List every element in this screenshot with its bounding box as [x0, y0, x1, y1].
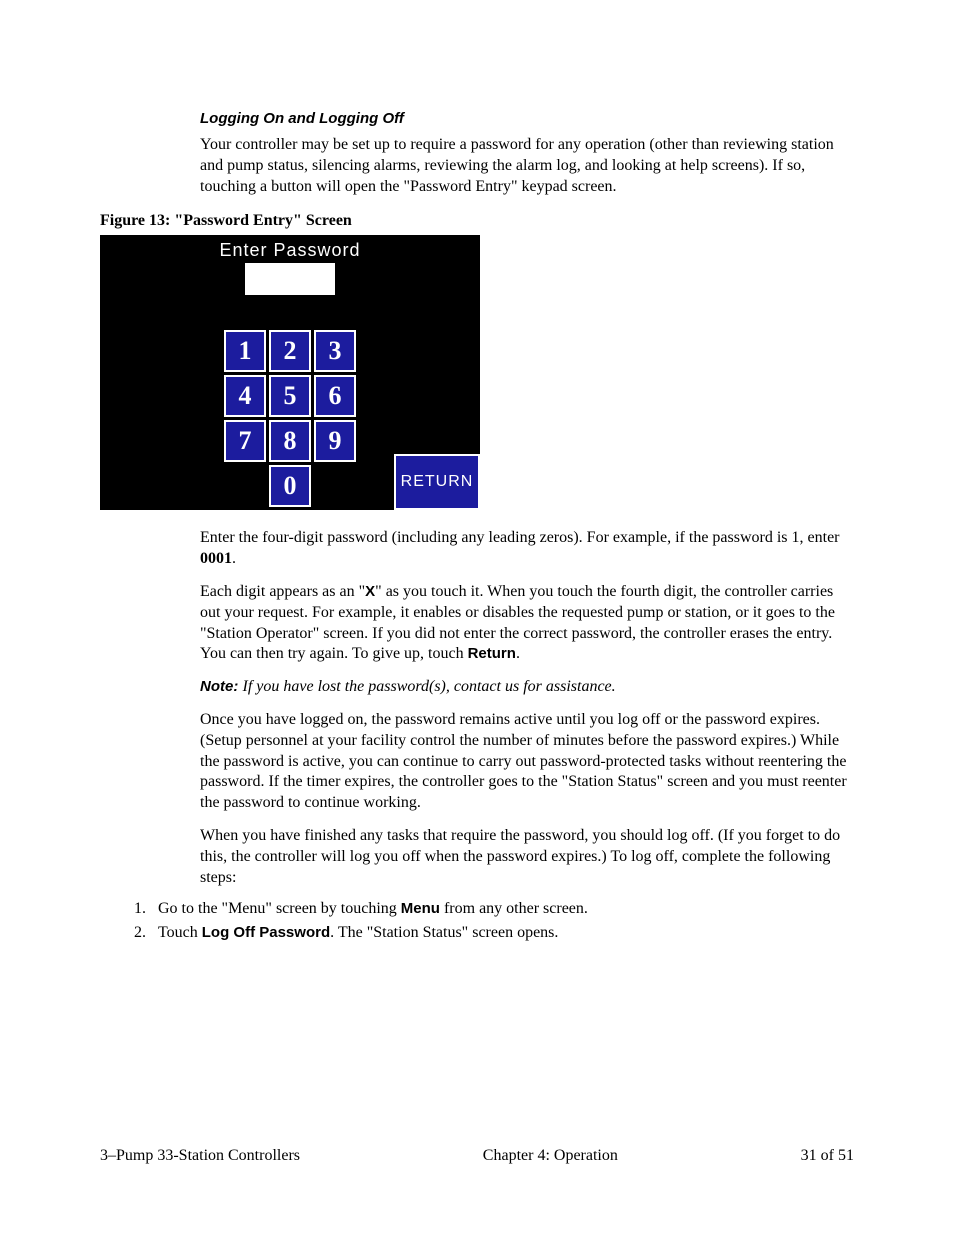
keypad-key-3[interactable]: 3 — [314, 330, 356, 372]
intro-paragraph: Your controller may be set up to require… — [200, 135, 854, 197]
finish-paragraph: When you have finished any tasks that re… — [200, 826, 854, 888]
keypad-key-6[interactable]: 6 — [314, 375, 356, 417]
keypad-key-4[interactable]: 4 — [224, 375, 266, 417]
keypad-key-2[interactable]: 2 — [269, 330, 311, 372]
bold-x: X — [365, 583, 375, 600]
keypad-empty-right — [314, 465, 356, 507]
text: Each digit appears as an " — [200, 583, 365, 600]
enter-password-paragraph: Enter the four-digit password (including… — [200, 528, 854, 570]
keypad-key-0[interactable]: 0 — [269, 465, 311, 507]
step-1: Go to the "Menu" screen by touching Menu… — [150, 900, 854, 918]
text: . The "Station Status" screen opens. — [330, 924, 558, 941]
footer-left: 3–Pump 33-Station Controllers — [100, 1147, 300, 1165]
note-text: If you have lost the password(s), contac… — [243, 678, 616, 695]
text: Go to the "Menu" screen by touching — [158, 900, 401, 917]
keypad-key-9[interactable]: 9 — [314, 420, 356, 462]
logged-on-paragraph: Once you have logged on, the password re… — [200, 710, 854, 814]
footer-right: 31 of 51 — [801, 1147, 854, 1165]
page-footer: 3–Pump 33-Station Controllers Chapter 4:… — [100, 1147, 854, 1165]
note-line: Note: If you have lost the password(s), … — [200, 677, 854, 698]
x-digit-paragraph: Each digit appears as an "X" as you touc… — [200, 582, 854, 665]
keypad: 1 2 3 4 5 6 7 8 9 0 — [224, 330, 356, 507]
text: from any other screen. — [440, 900, 588, 917]
bold-return: Return — [468, 645, 516, 662]
screen-title: Enter Password — [100, 240, 480, 261]
logoff-steps: Go to the "Menu" screen by touching Menu… — [100, 900, 854, 942]
password-display-box — [245, 263, 335, 295]
bold-0001: 0001 — [200, 550, 232, 567]
keypad-empty-left — [224, 465, 266, 507]
bold-menu: Menu — [401, 900, 440, 917]
note-label: Note: — [200, 678, 243, 695]
figure-caption: Figure 13: "Password Entry" Screen — [100, 212, 854, 230]
keypad-key-1[interactable]: 1 — [224, 330, 266, 372]
text: Enter the four-digit password (including… — [200, 529, 840, 546]
keypad-key-5[interactable]: 5 — [269, 375, 311, 417]
keypad-key-8[interactable]: 8 — [269, 420, 311, 462]
section-heading: Logging On and Logging Off — [200, 110, 854, 127]
text: . — [516, 645, 520, 662]
bold-logoff: Log Off Password — [202, 924, 330, 941]
step-2: Touch Log Off Password. The "Station Sta… — [150, 924, 854, 942]
text: Touch — [158, 924, 202, 941]
footer-center: Chapter 4: Operation — [300, 1147, 801, 1165]
keypad-key-7[interactable]: 7 — [224, 420, 266, 462]
return-button[interactable]: RETURN — [394, 454, 480, 510]
password-entry-screenshot: Enter Password 1 2 3 4 5 6 7 8 9 0 RETUR… — [100, 235, 480, 510]
text: . — [232, 550, 236, 567]
